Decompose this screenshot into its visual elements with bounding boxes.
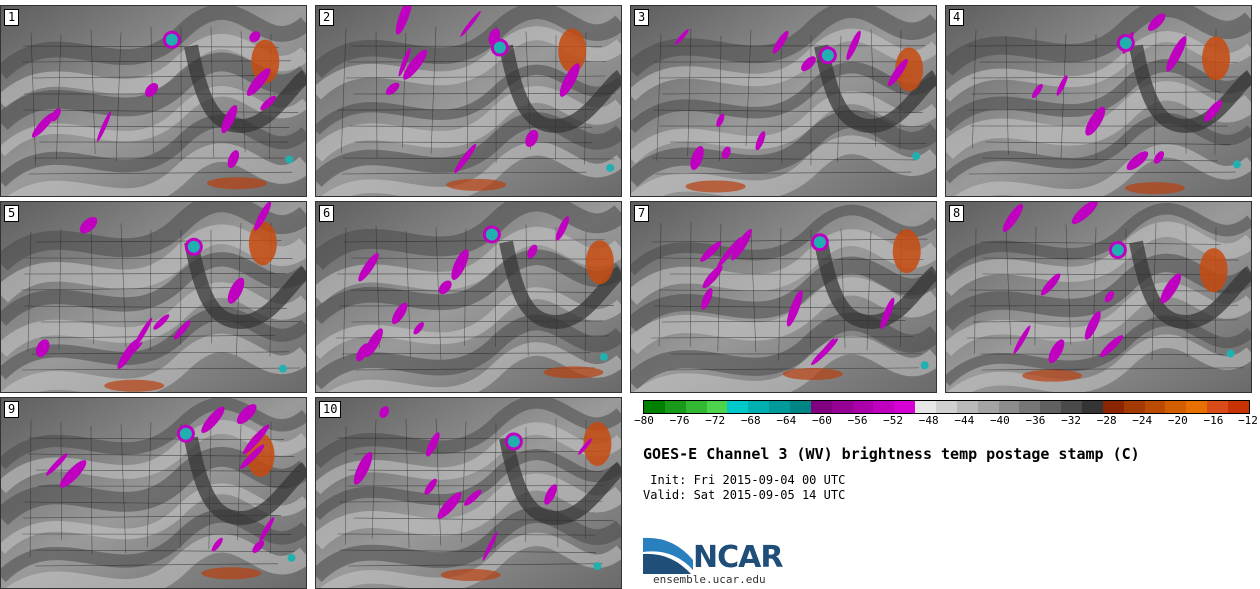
colorbar-segment — [956, 401, 978, 413]
colorbar-segment — [769, 401, 791, 413]
colorbar-tick-label: −64 — [776, 414, 797, 427]
colorbar-segment — [706, 401, 728, 413]
water-vapor-map-icon — [631, 6, 936, 196]
colorbar-tick-label: −60 — [812, 414, 832, 427]
colorbar-tick-label: −56 — [847, 414, 868, 427]
water-vapor-map-icon — [946, 6, 1251, 196]
colorbar-tick-label: −48 — [918, 414, 939, 427]
panel-number: 5 — [4, 205, 20, 222]
colorbar-segment — [727, 401, 749, 413]
colorbar-tick-label: −28 — [1096, 414, 1117, 427]
colorbar-tick-label: −80 — [634, 414, 654, 427]
colorbar-segment — [977, 401, 999, 413]
map-panel: 3 — [630, 5, 937, 197]
ncar-logo-icon — [643, 537, 693, 574]
colorbar-tick-label: −72 — [705, 414, 726, 427]
colorbar-segment — [1207, 401, 1229, 413]
map-panel: 2 — [315, 5, 622, 197]
colorbar-segment — [1228, 401, 1249, 413]
colorbar-segment — [998, 401, 1020, 413]
panel-number: 6 — [319, 205, 335, 222]
site-url: ensemble.ucar.edu — [653, 573, 766, 586]
colorbar-tick-label: −32 — [1061, 414, 1081, 427]
colorbar-segment — [748, 401, 770, 413]
colorbar-tick-label: −36 — [1025, 414, 1046, 427]
map-panel: 4 — [945, 5, 1252, 197]
colorbar-segment — [1144, 401, 1166, 413]
colorbar-segment — [790, 401, 811, 413]
map-panel: 9 — [0, 397, 307, 589]
panel-number: 1 — [4, 9, 20, 26]
colorbar-segment — [1102, 401, 1124, 413]
map-panel: 7 — [630, 201, 937, 393]
map-panel: 10 — [315, 397, 622, 589]
water-vapor-map-icon — [1, 202, 306, 392]
panel-number: 9 — [4, 401, 20, 418]
panel-number: 3 — [634, 9, 650, 26]
colorbar-segment — [1186, 401, 1208, 413]
water-vapor-map-icon — [316, 6, 621, 196]
colorbar-tick-label: −20 — [1167, 414, 1188, 427]
colorbar-segment — [873, 401, 895, 413]
page-title: GOES-E Channel 3 (WV) brightness temp po… — [643, 445, 1140, 463]
init-time: Init: Fri 2015-09-04 00 UTC — [643, 473, 846, 487]
colorbar-segment — [644, 401, 665, 413]
colorbar-segment — [1019, 401, 1041, 413]
water-vapor-map-icon — [1, 6, 306, 196]
water-vapor-map-icon — [946, 202, 1251, 392]
colorbar-tick-label: −40 — [989, 414, 1010, 427]
map-panel: 5 — [0, 201, 307, 393]
colorbar-tick-label: −76 — [669, 414, 690, 427]
panel-number: 2 — [319, 9, 335, 26]
colorbar-segment — [1040, 401, 1062, 413]
colorbar-segment — [1123, 401, 1145, 413]
colorbar-tick-label: −12 — [1238, 414, 1258, 427]
valid-time: Valid: Sat 2015-09-05 14 UTC — [643, 488, 846, 502]
map-panel: 6 — [315, 201, 622, 393]
colorbar-segment — [915, 401, 937, 413]
colorbar-segment — [894, 401, 916, 413]
logo-text: NCAR — [693, 540, 783, 575]
panel-number: 4 — [949, 9, 965, 26]
colorbar-segment — [685, 401, 707, 413]
colorbar-segment — [831, 401, 853, 413]
map-panel: 1 — [0, 5, 307, 197]
colorbar-segment — [1165, 401, 1187, 413]
colorbar-tick-label: −24 — [1132, 414, 1153, 427]
colorbar-segment — [810, 401, 832, 413]
colorbar-segment — [936, 401, 957, 413]
water-vapor-map-icon — [631, 202, 936, 392]
water-vapor-map-icon — [1, 398, 306, 588]
water-vapor-map-icon — [316, 398, 621, 588]
colorbar-segment — [1082, 401, 1103, 413]
colorbar-tick-label: −52 — [883, 414, 904, 427]
panel-number: 8 — [949, 205, 965, 222]
panel-number: 7 — [634, 205, 650, 222]
colorbar-segment — [664, 401, 686, 413]
colorbar-segment — [1061, 401, 1083, 413]
colorbar-tick-label: −44 — [954, 414, 975, 427]
water-vapor-map-icon — [316, 202, 621, 392]
colorbar — [643, 400, 1250, 414]
colorbar-segment — [852, 401, 874, 413]
colorbar-tick-label: −16 — [1203, 414, 1224, 427]
map-panel: 8 — [945, 201, 1252, 393]
panel-number: 10 — [319, 401, 342, 418]
colorbar-tick-label: −68 — [740, 414, 761, 427]
colorbar-ticks: −80 −76 −72 −68 −64 −60 −56 −52 −48 −44 −40 −36 −32 −… — [634, 414, 1258, 428]
